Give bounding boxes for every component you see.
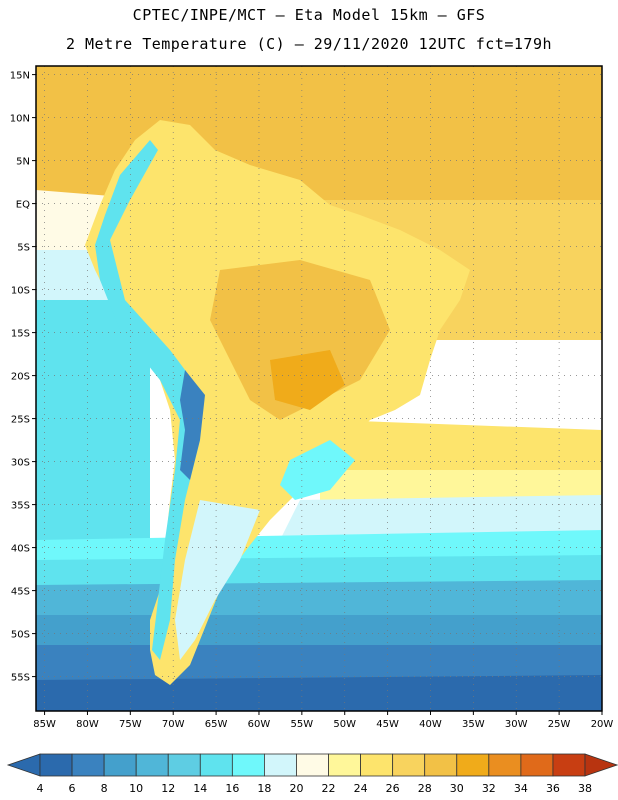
colorbar-label: 12 — [161, 782, 175, 795]
colorbar-label: 6 — [69, 782, 76, 795]
uruguay-cool — [280, 440, 355, 500]
lon-tick-label: 35W — [462, 719, 485, 730]
band-south-5 — [36, 675, 602, 711]
colorbar-box — [231, 753, 265, 777]
lon-tick-label: 50W — [333, 719, 356, 730]
colorbar-label: 14 — [193, 782, 207, 795]
andes-cold — [95, 140, 200, 660]
colorbar-label: 10 — [129, 782, 143, 795]
lat-tick-label: 50S — [11, 630, 30, 641]
colorbar-label: 8 — [101, 782, 108, 795]
colorbar-label: 20 — [289, 782, 303, 795]
colorbar-label: 26 — [386, 782, 400, 795]
colorbar-box — [39, 753, 73, 777]
lat-tick-label: 15N — [10, 71, 30, 82]
latitude-labels: 15N 10N 5N EQ 5S 10S 15S 20S 25S 30S 35S 40S 45S 50S 5… — [10, 71, 36, 684]
colorbar-label: 22 — [322, 782, 336, 795]
colorbar: 4 6 8 10 12 14 16 18 20 22 24 26 28 30 32 34 36 38 — [6, 753, 618, 795]
lon-tick-label: 30W — [505, 719, 528, 730]
lon-tick-label: 20W — [591, 719, 614, 730]
band-south-2 — [36, 580, 602, 620]
map-frame — [35, 65, 603, 712]
lat-tick-label: 5S — [17, 243, 30, 254]
colorbar-box — [360, 753, 394, 777]
colorbar-label: 36 — [546, 782, 560, 795]
title-line-2: 2 Metre Temperature (C) – 29/11/2020 12U… — [65, 35, 553, 53]
lat-tick-label: 40S — [11, 544, 30, 555]
lat-tick-label: 25S — [11, 415, 30, 426]
lat-tick-label: 55S — [11, 673, 30, 684]
colorbar-box — [456, 753, 490, 777]
lat-tick-label: 35S — [11, 501, 30, 512]
colorbar-box — [103, 753, 137, 777]
colorbar-label: 34 — [514, 782, 528, 795]
colorbar-box — [135, 753, 169, 777]
lat-lon-grid — [36, 66, 603, 711]
colorbar-label: 18 — [257, 782, 271, 795]
colorbar-label: 28 — [418, 782, 432, 795]
colorbar-box — [264, 753, 297, 777]
band-atlantic-pale — [280, 495, 602, 540]
colorbar-arrow-left — [6, 753, 41, 777]
colorbar-box — [552, 753, 586, 777]
lon-tick-label: 25W — [548, 719, 571, 730]
lon-tick-label: 85W — [33, 719, 56, 730]
colorbar-box — [71, 753, 105, 777]
lon-tick-label: 55W — [291, 719, 314, 730]
lon-tick-label: 65W — [205, 719, 228, 730]
title-line-1: CPTEC/INPE/MCT – Eta Model 15km – GFS — [132, 6, 486, 24]
lat-tick-label: 10S — [11, 286, 30, 297]
colorbar-arrow-right — [584, 753, 618, 777]
lon-tick-label: 40W — [419, 719, 442, 730]
colorbar-box — [520, 753, 554, 777]
colorbar-label: 16 — [225, 782, 239, 795]
andes-colder — [180, 370, 205, 480]
colorbar-box — [424, 753, 458, 777]
patagonia-cool — [175, 500, 260, 660]
band-atlantic-sub — [330, 420, 602, 470]
lat-tick-label: 5N — [16, 157, 30, 168]
temperature-field — [36, 66, 602, 711]
colorbar-label: 24 — [354, 782, 368, 795]
colorbar-box — [392, 753, 426, 777]
colorbar-box — [488, 753, 522, 777]
colorbar-label: 4 — [37, 782, 44, 795]
colorbar-label: 32 — [482, 782, 496, 795]
lat-tick-label: 30S — [11, 458, 30, 469]
lat-tick-label: 15S — [11, 329, 30, 340]
lon-tick-label: 60W — [248, 719, 271, 730]
lat-tick-label: EQ — [16, 200, 30, 211]
land-hotter-core — [270, 350, 345, 410]
lon-tick-label: 75W — [119, 719, 142, 730]
longitude-labels: 85W 80W 75W 70W 65W 60W 55W 50W 45W 40W 35W 30W 25W 2… — [33, 711, 613, 730]
lon-tick-label: 45W — [376, 719, 399, 730]
band-south-3 — [36, 615, 602, 650]
colorbar-box — [328, 753, 361, 777]
lat-tick-label: 45S — [11, 587, 30, 598]
lat-tick-label: 20S — [11, 372, 30, 383]
lon-tick-label: 70W — [162, 719, 185, 730]
colorbar-box — [167, 753, 201, 777]
colorbar-box — [199, 753, 233, 777]
lat-tick-label: 10N — [10, 114, 30, 125]
colorbar-box — [296, 753, 329, 777]
band-pacific-cold — [36, 300, 150, 560]
colorbar-label: 38 — [578, 782, 592, 795]
lon-tick-label: 80W — [76, 719, 99, 730]
colorbar-label: 30 — [450, 782, 464, 795]
